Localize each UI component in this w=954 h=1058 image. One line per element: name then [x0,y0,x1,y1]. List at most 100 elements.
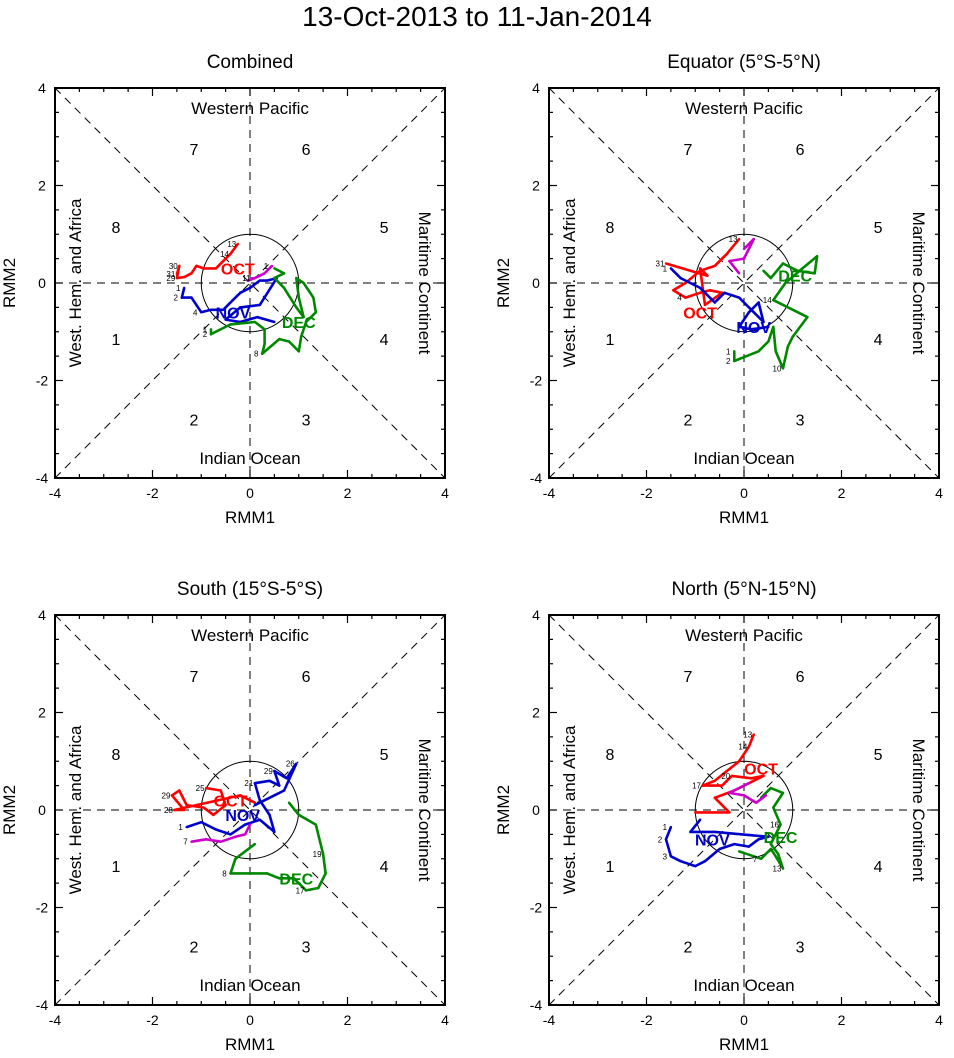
day-label: 7 [183,838,188,847]
data-point [781,367,785,370]
series-jan: 7 [183,823,252,847]
data-point [212,813,215,817]
data-point [221,308,225,312]
diagonal-line [548,614,940,1006]
day-label: 28 [164,806,173,815]
data-point [251,276,254,280]
x-tick-label: 0 [740,485,748,501]
data-point [742,247,746,251]
series-oct: 13 4 31 OCT [656,235,741,322]
data-point [224,803,227,807]
data-point [728,791,731,795]
x-tick-label: 2 [838,1012,846,1028]
data-point [684,296,687,299]
data-point [706,274,709,277]
data-point [258,303,261,307]
x-tick-label: 4 [441,485,449,501]
day-label: 14 [763,296,772,305]
data-point [754,801,758,804]
y-tick-label: -2 [530,373,543,389]
phase-label: 7 [683,669,692,686]
data-point [774,855,777,858]
day-label: 26 [286,760,295,769]
y-tick-label: 2 [38,178,46,194]
data-point [679,276,682,280]
month-label: OCT [221,261,255,278]
data-point [236,242,240,246]
phase-label: 1 [111,859,120,876]
data-point [260,352,264,355]
data-point [728,259,731,263]
data-point [730,774,734,778]
data-point [263,272,266,275]
series-line [180,276,279,324]
region-label-bottom: Indian Ocean [199,976,300,995]
day-label: 2 [203,330,208,339]
data-point [243,833,247,836]
data-point [263,328,266,331]
day-label: 13 [227,240,236,249]
panel-0: Combined -4 -2 0 2 4 -4 -2 0 2 4 RMM1 RMM2 Western Pa… [0,52,449,527]
data-point [764,794,768,797]
x-tick-label: 0 [246,485,254,501]
data-point [703,303,707,307]
data-point [273,276,276,280]
data-point [750,777,753,780]
data-point [321,852,325,856]
data-point [229,872,232,875]
data-point [767,325,770,329]
data-point [664,262,668,265]
data-point [200,311,203,314]
data-point [278,337,281,341]
panel-title: North (5°N-15°N) [671,579,816,600]
data-point [180,296,183,299]
day-label: 30 [169,262,178,271]
data-point [669,825,673,829]
panel-1: Equator (5°S-5°N) -4 -2 0 2 4 -4 -2 0 2 4 RMM1 RMM2 W… [494,52,943,527]
data-point [253,781,257,785]
phase-label: 6 [302,142,311,159]
day-label: 31 [656,260,665,269]
x-tick-label: 4 [935,1012,943,1028]
data-point [779,823,782,826]
x-axis-label: RMM1 [225,1035,275,1054]
data-point [253,803,257,807]
day-label: 1 [663,823,668,832]
y-tick-label: -2 [530,900,543,916]
region-label-bottom: Indian Ocean [693,976,794,995]
month-label: NOV [216,305,251,322]
data-point [182,286,186,290]
data-point [312,296,315,299]
diagonal-line [54,614,446,1006]
data-point [268,813,271,817]
data-point [752,733,755,736]
data-point [698,291,702,294]
data-point [774,350,777,353]
data-point [204,786,208,790]
data-point [324,872,327,875]
day-label: 3 [663,852,668,861]
y-axis-label: RMM2 [0,258,19,308]
data-point [713,830,716,834]
day-label: 2 [658,835,663,844]
data-point [175,276,179,280]
series-nov: 123 NOV [658,818,770,868]
data-point [762,320,765,324]
data-point [757,838,760,841]
phase-label: 1 [111,332,120,349]
data-point [258,818,261,821]
data-point [282,789,286,792]
day-label: 1 [264,262,269,271]
day-label: 20 [721,772,730,781]
panel-3: North (5°N-15°N) -4 -2 0 2 4 -4 -2 0 2 4 RMM1 RMM2 We… [494,579,943,1054]
x-tick-label: -2 [146,1012,159,1028]
x-tick-label: 2 [344,1012,352,1028]
figure-title: 13-Oct-2013 to 11-Jan-2014 [302,1,652,32]
data-point [694,864,697,868]
day-label: 29 [166,274,175,283]
series-nov: 1 NOV [663,264,772,337]
data-point [214,267,218,270]
data-point [219,840,222,843]
day-label: 19 [313,850,322,859]
data-point [713,796,716,800]
